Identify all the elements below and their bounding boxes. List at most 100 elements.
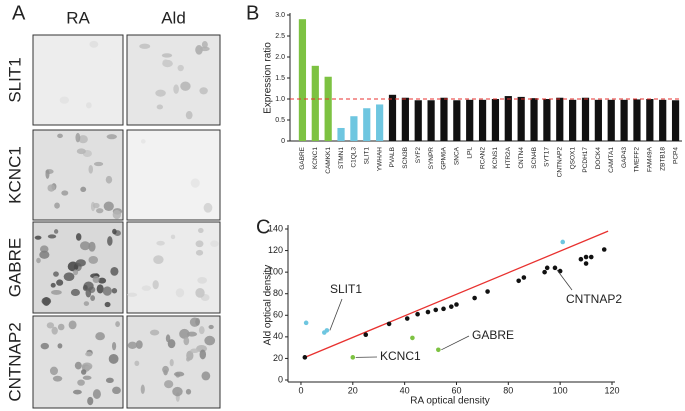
cell-blob	[141, 285, 151, 291]
x-tick-label: QSOX1	[569, 147, 576, 170]
point	[386, 321, 392, 327]
point	[324, 328, 330, 333]
bar	[543, 99, 551, 141]
cell-blob	[199, 349, 207, 360]
cell-blob	[36, 257, 41, 264]
cell-blob	[92, 275, 100, 284]
cell-blob	[111, 341, 117, 351]
cell-blob	[153, 255, 164, 264]
cell-blob	[173, 84, 179, 94]
y-tick-label: 2.0	[275, 54, 285, 61]
cell-blob	[170, 234, 176, 240]
cell-blob	[208, 324, 214, 330]
cell-blob	[161, 53, 173, 58]
cell-blob	[179, 328, 190, 339]
bar	[337, 127, 345, 141]
cell-blob	[89, 40, 99, 48]
bar	[620, 99, 628, 141]
x-tick-label: 100	[553, 385, 568, 395]
x-tick-label: CAMKK1	[325, 147, 332, 174]
cell-blob	[93, 161, 104, 167]
x-tick-label: SLIT1	[363, 147, 370, 165]
bar	[671, 100, 680, 141]
y-tick-label: 0	[278, 374, 283, 384]
panel-label: C	[256, 216, 270, 238]
annotation: CNTNAP2	[566, 292, 622, 306]
cell-blob	[139, 43, 151, 49]
cell-blob	[105, 175, 113, 184]
cell-blob	[77, 379, 85, 386]
cell-blob	[88, 165, 94, 174]
x-tick-label: PVALB	[389, 147, 396, 167]
x-tick-label: SYNPR	[428, 147, 435, 170]
cell-blob	[199, 87, 208, 95]
cell-blob	[34, 235, 42, 240]
cell-blob	[95, 332, 105, 341]
cell-blob	[108, 58, 115, 68]
bar	[466, 99, 474, 141]
cell-blob	[57, 323, 65, 331]
column-label: Ald	[161, 8, 186, 27]
cell-blob	[135, 340, 143, 349]
point	[552, 265, 558, 271]
y-tick-label: 40	[273, 331, 283, 341]
y-tick-label: 100	[268, 267, 283, 277]
column-label: RA	[66, 8, 90, 27]
cell-blob	[63, 272, 75, 281]
bar	[646, 99, 654, 141]
bar	[517, 96, 525, 141]
point	[448, 304, 454, 309]
cell-blob	[83, 301, 90, 307]
x-tick-label: 80	[503, 385, 513, 395]
x-tick-label: KCNS1	[492, 147, 499, 169]
cell-blob	[76, 148, 86, 155]
bar	[376, 104, 384, 141]
cell-blob	[90, 295, 96, 301]
bar	[659, 99, 667, 141]
cell-blob	[185, 111, 193, 120]
x-tick-label: PCP4	[672, 147, 679, 164]
bar	[607, 99, 615, 141]
bar	[440, 97, 448, 141]
cell-blob	[67, 261, 79, 272]
y-tick-label: 80	[273, 288, 283, 298]
cell-blob	[102, 286, 112, 296]
cell-blob	[190, 178, 200, 188]
cell-blob	[127, 341, 138, 350]
point	[454, 302, 459, 307]
bar	[311, 65, 319, 141]
x-tick-label: 40	[400, 385, 410, 395]
cell-blob	[51, 289, 62, 295]
cell-blob	[162, 365, 169, 374]
point	[583, 254, 589, 260]
x-tick-label: KCNC1	[312, 147, 319, 169]
cell-blob	[210, 240, 219, 247]
cell-blob	[59, 96, 69, 104]
row-label: KCNC1	[5, 146, 24, 204]
cell-blob	[45, 169, 50, 179]
cell-blob	[47, 234, 57, 239]
cell-blob	[186, 356, 191, 362]
cell-blob	[82, 375, 92, 380]
point	[485, 289, 490, 294]
x-tick-label: DOCK4	[595, 147, 602, 170]
x-tick-label: ZBTB18	[659, 147, 666, 171]
cell-blob	[140, 384, 145, 395]
cell-blob	[39, 250, 50, 259]
cell-blob	[57, 343, 63, 349]
point	[542, 269, 547, 275]
y-tick-label: 1.0	[275, 96, 285, 103]
cell-blob	[72, 389, 82, 395]
bar	[491, 99, 500, 141]
cell-blob	[190, 348, 200, 354]
annotation-leader	[556, 269, 573, 291]
cell-blob	[47, 184, 56, 192]
y-tick-label: 2.5	[275, 33, 285, 40]
y-tick-label: 3.0	[275, 12, 285, 19]
bar	[581, 97, 590, 141]
cell-blob	[203, 202, 213, 213]
cell-blob	[108, 353, 119, 364]
cell-blob	[85, 351, 93, 357]
cell-blob	[195, 45, 203, 55]
